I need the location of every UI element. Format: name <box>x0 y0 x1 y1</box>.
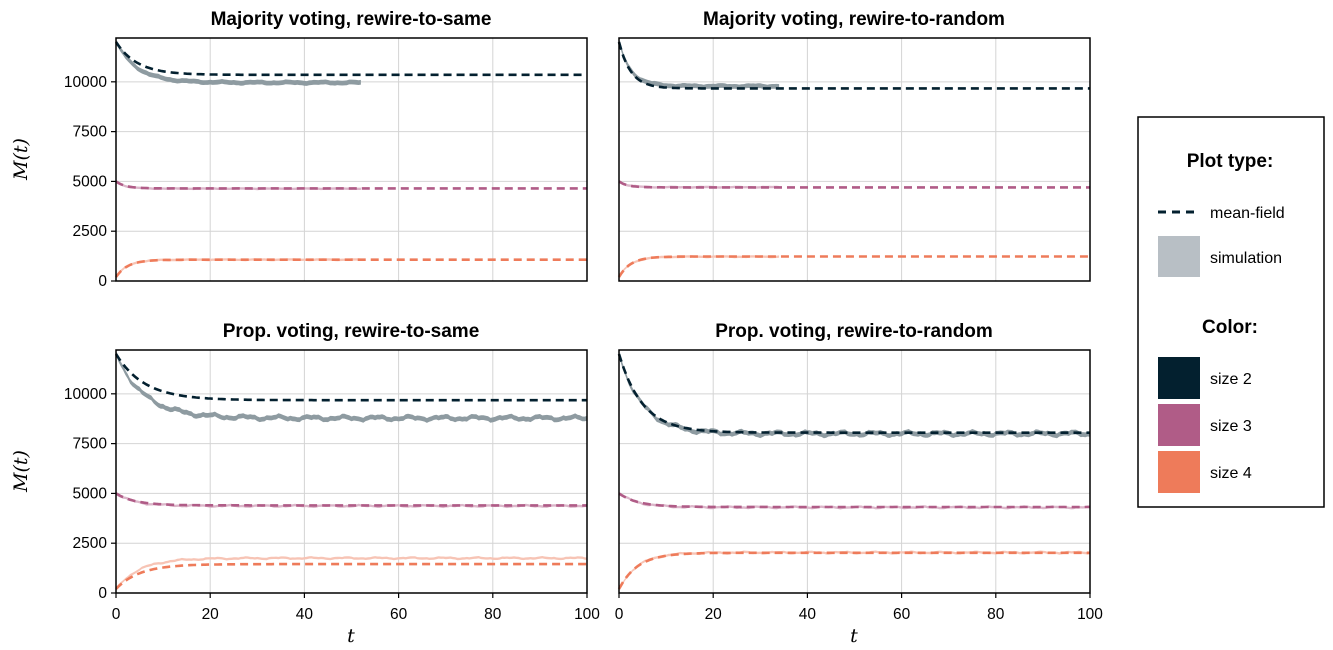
simulation-band-size-4 <box>619 255 780 279</box>
simulation-band-size-4 <box>619 550 1090 590</box>
panel-majority-random: Majority voting, rewire-to-random <box>617 9 1091 282</box>
y-tick-label: 2500 <box>73 223 108 240</box>
x-tick-label: 80 <box>484 606 502 623</box>
x-tick-label: 20 <box>705 606 723 623</box>
x-tick-label: 80 <box>987 606 1005 623</box>
mean-field-line-size-3 <box>618 492 1090 509</box>
gridlines <box>116 38 587 281</box>
y-tick-label: 5000 <box>73 485 108 502</box>
panel-title: Majority voting, rewire-to-random <box>703 9 1005 30</box>
simulation-bands <box>116 350 587 590</box>
x-axis-label: t <box>347 625 355 647</box>
x-tick-label: 60 <box>390 606 408 623</box>
x-tick-label: 0 <box>112 606 121 623</box>
y-tick-label: 7500 <box>73 124 108 141</box>
panel-majority-same: Majority voting, rewire-to-same 0 2500 500… <box>10 9 588 290</box>
mean-field-line-size-3 <box>115 180 587 190</box>
legend-frame <box>1137 116 1325 508</box>
legend-swatch-size-3 <box>1158 404 1200 446</box>
legend-plot-type-title: Plot type: <box>1187 151 1274 172</box>
legend-label-size-2: size 2 <box>1210 371 1252 388</box>
mean-field-lines <box>617 353 1090 590</box>
panel-title: Prop. voting, rewire-to-same <box>223 321 480 342</box>
x-tick-label: 100 <box>574 606 600 623</box>
mean-field-line-size-4 <box>114 258 587 278</box>
mean-field-line-size-2 <box>114 353 587 402</box>
legend-swatch-size-2 <box>1158 357 1200 399</box>
gridlines <box>619 350 1090 593</box>
x-tick-label: 100 <box>1077 606 1103 623</box>
y-ticks: 0 2500 5000 7500 10000 <box>64 74 116 290</box>
simulation-band-size-3 <box>116 492 587 509</box>
y-axis-label: M(t) <box>10 138 32 181</box>
y-tick-label: 10000 <box>64 386 107 403</box>
legend-simulation-swatch <box>1158 236 1200 277</box>
legend: Plot type: mean-field simulation Color: … <box>1137 116 1325 508</box>
x-ticks: 0 20 40 60 80 100 <box>112 593 600 623</box>
legend-mean-field-label: mean-field <box>1210 205 1285 222</box>
plot-frame <box>618 349 1091 594</box>
mean-field-lines <box>114 353 587 590</box>
simulation-band-size-4 <box>116 556 587 590</box>
legend-simulation-label: simulation <box>1210 250 1282 267</box>
plot-frame <box>618 37 1091 282</box>
x-tick-label: 40 <box>296 606 314 623</box>
y-tick-label: 10000 <box>64 74 107 91</box>
mean-field-lines <box>617 41 1090 278</box>
y-tick-label: 0 <box>98 585 107 602</box>
y-ticks: 0 2500 5000 7500 10000 <box>64 386 116 602</box>
mean-field-lines <box>114 41 587 278</box>
x-tick-label: 0 <box>615 606 624 623</box>
x-tick-label: 20 <box>202 606 220 623</box>
y-tick-label: 7500 <box>73 436 108 453</box>
mean-field-line-size-4 <box>617 255 1090 278</box>
mean-field-line-size-2 <box>114 41 587 77</box>
mean-field-line-size-2 <box>617 353 1090 434</box>
y-tick-label: 5000 <box>73 173 108 190</box>
y-tick-label: 0 <box>98 273 107 290</box>
panel-title: Prop. voting, rewire-to-random <box>715 321 993 342</box>
gridlines <box>116 350 587 593</box>
simulation-band-size-2 <box>619 351 1090 439</box>
mean-field-line-size-3 <box>115 492 587 507</box>
simulation-bands <box>619 38 780 279</box>
simulation-band-size-2 <box>619 38 780 90</box>
panel-prop-random: Prop. voting, rewire-to-random 0 20 40 60 80… <box>615 321 1104 647</box>
panel-prop-same: Prop. voting, rewire-to-same 0 2500 5000 75… <box>10 321 600 647</box>
simulation-band-size-2 <box>116 350 587 423</box>
mean-field-line-size-4 <box>617 551 1090 590</box>
mean-field-line-size-2 <box>617 41 1090 90</box>
legend-label-size-3: size 3 <box>1210 418 1252 435</box>
mean-field-line-size-4 <box>115 562 587 590</box>
y-axis-label: M(t) <box>10 450 32 493</box>
x-axis-label: t <box>850 625 858 647</box>
x-tick-label: 60 <box>893 606 911 623</box>
legend-swatch-size-4 <box>1158 451 1200 493</box>
legend-label-size-4: size 4 <box>1210 465 1252 482</box>
x-ticks: 0 20 40 60 80 100 <box>615 593 1103 623</box>
plot-frame <box>115 349 588 594</box>
simulation-band-size-2 <box>116 39 361 86</box>
y-tick-label: 2500 <box>73 535 108 552</box>
mean-field-line-size-3 <box>618 180 1090 189</box>
gridlines <box>619 38 1090 281</box>
x-tick-label: 40 <box>799 606 817 623</box>
legend-color-title: Color: <box>1202 317 1258 338</box>
plot-frame <box>115 37 588 282</box>
panel-title: Majority voting, rewire-to-same <box>211 9 492 30</box>
